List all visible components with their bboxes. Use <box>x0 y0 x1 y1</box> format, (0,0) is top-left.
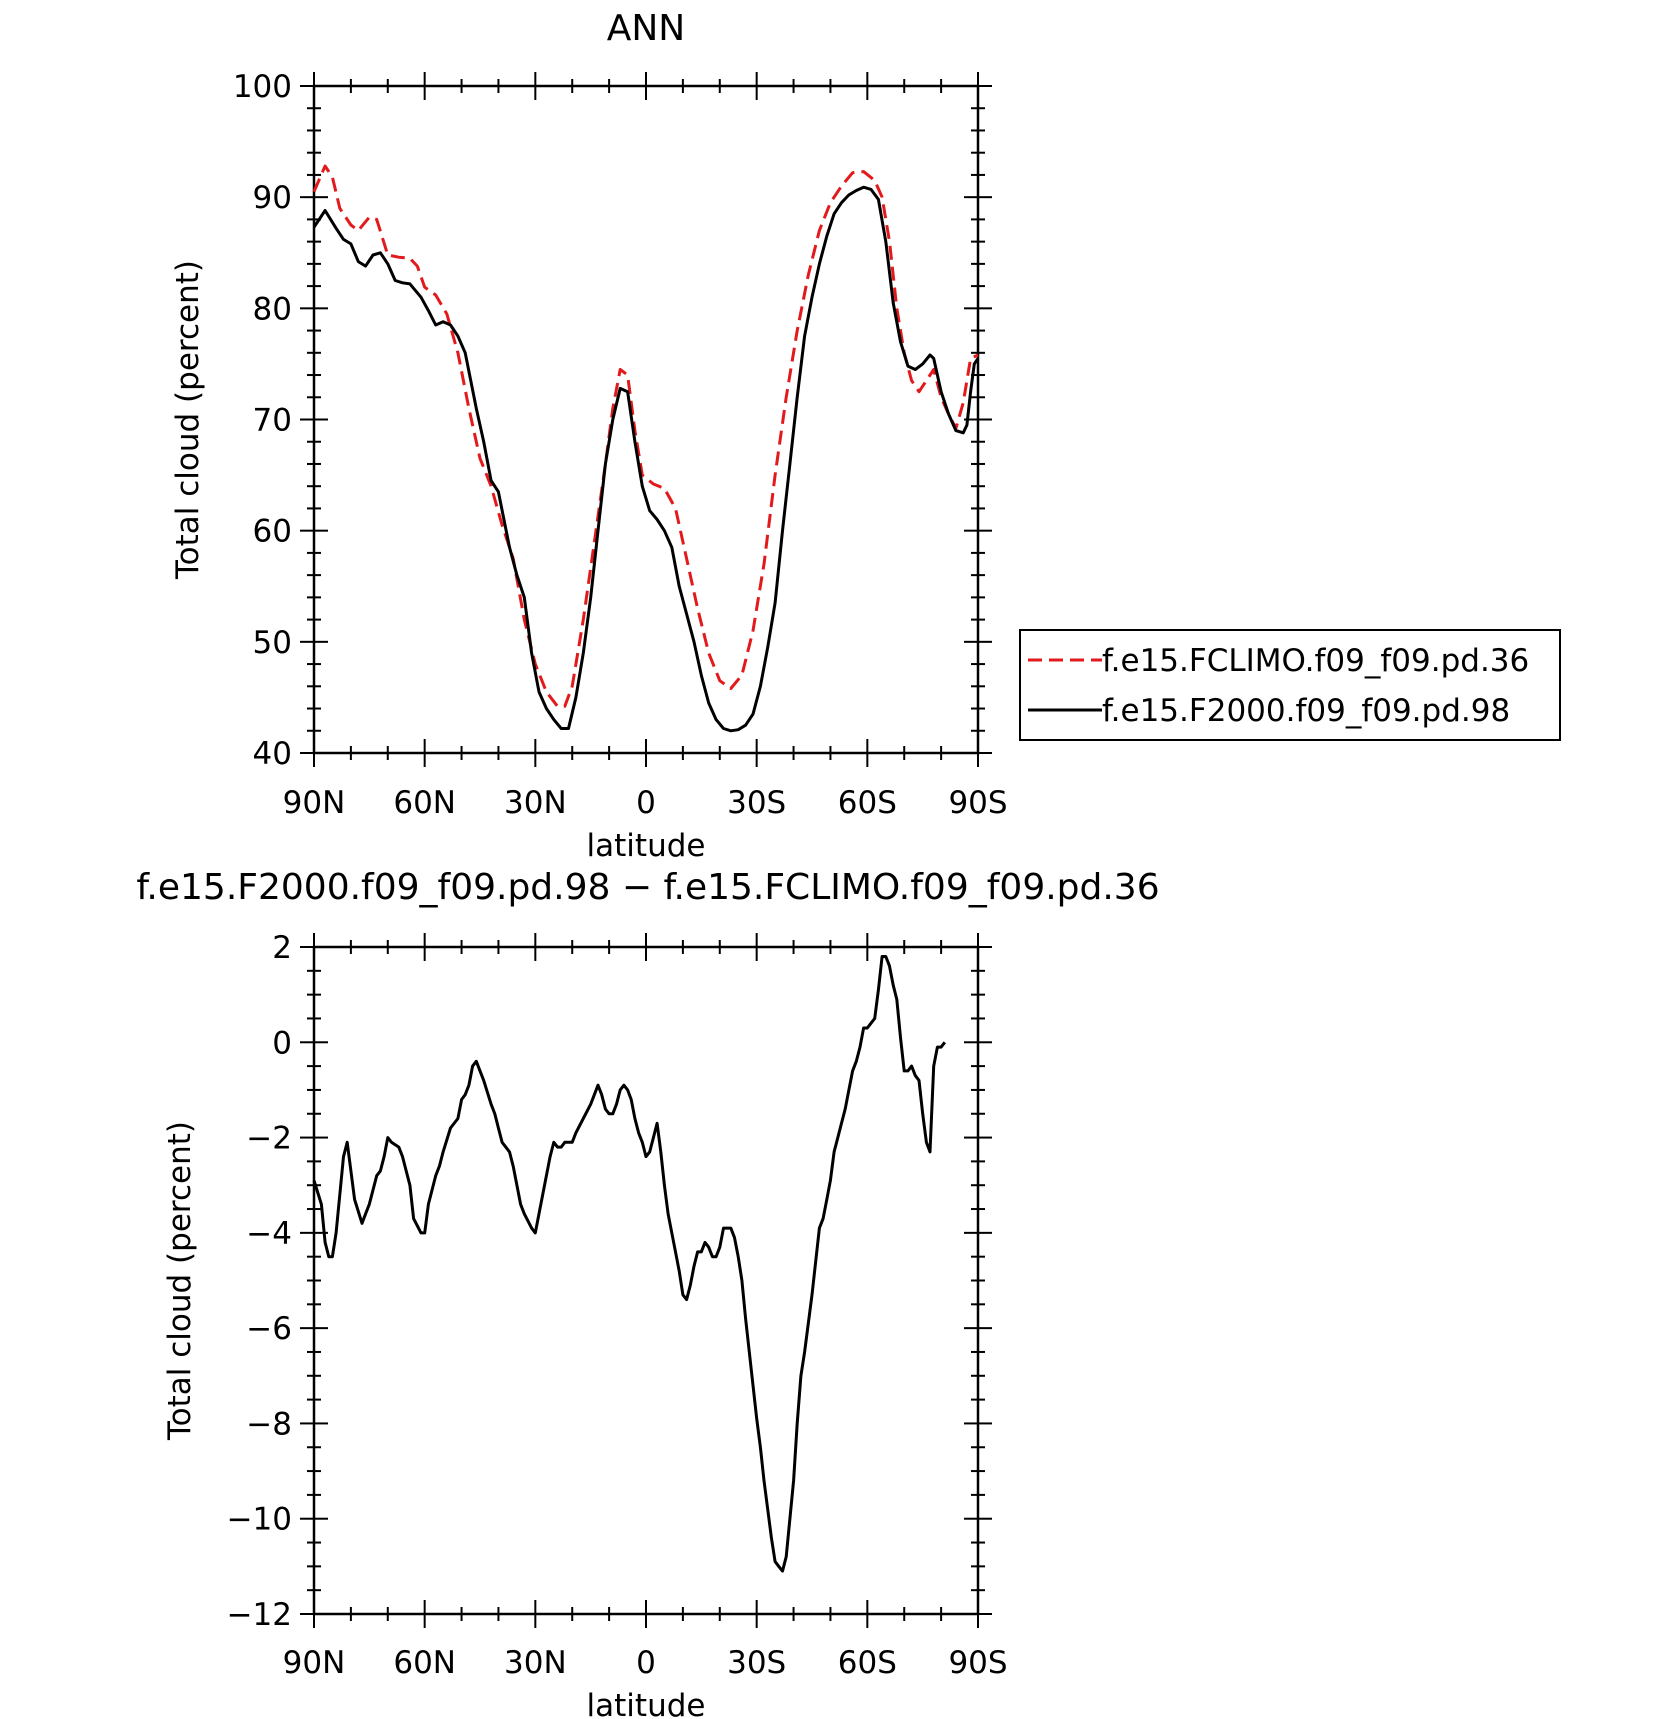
y-tick-label: 100 <box>233 69 292 105</box>
x-tick-label: 90N <box>283 1645 346 1681</box>
x-tick-label: 60N <box>393 785 456 821</box>
legend-box <box>1019 629 1561 741</box>
top-panel-climatology: ANN 90N 60N 30N 0 30S 60S 90S 40 50 60 70 80 90 100 lat… <box>170 8 1561 864</box>
y-tick-label: −2 <box>246 1121 292 1157</box>
x-tick-label: 30N <box>504 785 567 821</box>
y-tick-label: −12 <box>227 1597 292 1633</box>
plot-frame <box>312 945 980 1616</box>
x-tick-label: 90S <box>948 1645 1007 1681</box>
series-line-1 <box>312 185 980 733</box>
y-axis-label: Total cloud (percent) <box>162 1121 198 1441</box>
y-tick-label: −6 <box>246 1311 292 1347</box>
series-line-0 <box>312 955 946 1573</box>
y-tick-label: 40 <box>253 736 292 772</box>
x-tick-label: 0 <box>636 785 656 821</box>
y-tick-label: 2 <box>272 930 292 966</box>
x-tick-label: 90S <box>948 785 1007 821</box>
x-tick-label: 30S <box>727 1645 786 1681</box>
x-tick-label: 30N <box>504 1645 567 1681</box>
y-tick-label: −10 <box>227 1502 292 1538</box>
bottom-panel-difference: f.e15.F2000.f09_f09.pd.98 − f.e15.FCLIMO… <box>136 867 1159 1719</box>
y-tick-label: 0 <box>272 1025 292 1061</box>
x-tick-label: 0 <box>636 1645 656 1681</box>
x-tick-label: 60S <box>838 785 897 821</box>
y-axis-label: Total cloud (percent) <box>170 260 206 580</box>
x-axis-label: latitude <box>587 1688 706 1719</box>
chart-title: f.e15.F2000.f09_f09.pd.98 − f.e15.FCLIMO… <box>136 867 1159 908</box>
x-tick-label: 60N <box>393 1645 456 1681</box>
x-axis-label: latitude <box>587 828 706 864</box>
y-tick-label: −8 <box>246 1406 292 1442</box>
series-line-0 <box>312 164 979 708</box>
y-tick-label: 50 <box>253 625 292 661</box>
y-tick-label: 70 <box>253 403 292 439</box>
legend: f.e15.FCLIMO.f09_f09.pd.36 f.e15.F2000.f0… <box>1019 629 1561 741</box>
y-tick-label: −4 <box>246 1216 292 1252</box>
x-tick-label: 90N <box>283 785 346 821</box>
y-tick-label: 60 <box>253 514 292 550</box>
y-tick-label: 80 <box>253 291 292 327</box>
legend-label-1: f.e15.F2000.f09_f09.pd.98 <box>1102 693 1510 729</box>
x-tick-label: 30S <box>727 785 786 821</box>
chart-title: ANN <box>607 8 686 49</box>
legend-label-0: f.e15.FCLIMO.f09_f09.pd.36 <box>1102 643 1529 679</box>
y-tick-label: 90 <box>253 180 292 216</box>
x-tick-label: 60S <box>838 1645 897 1681</box>
